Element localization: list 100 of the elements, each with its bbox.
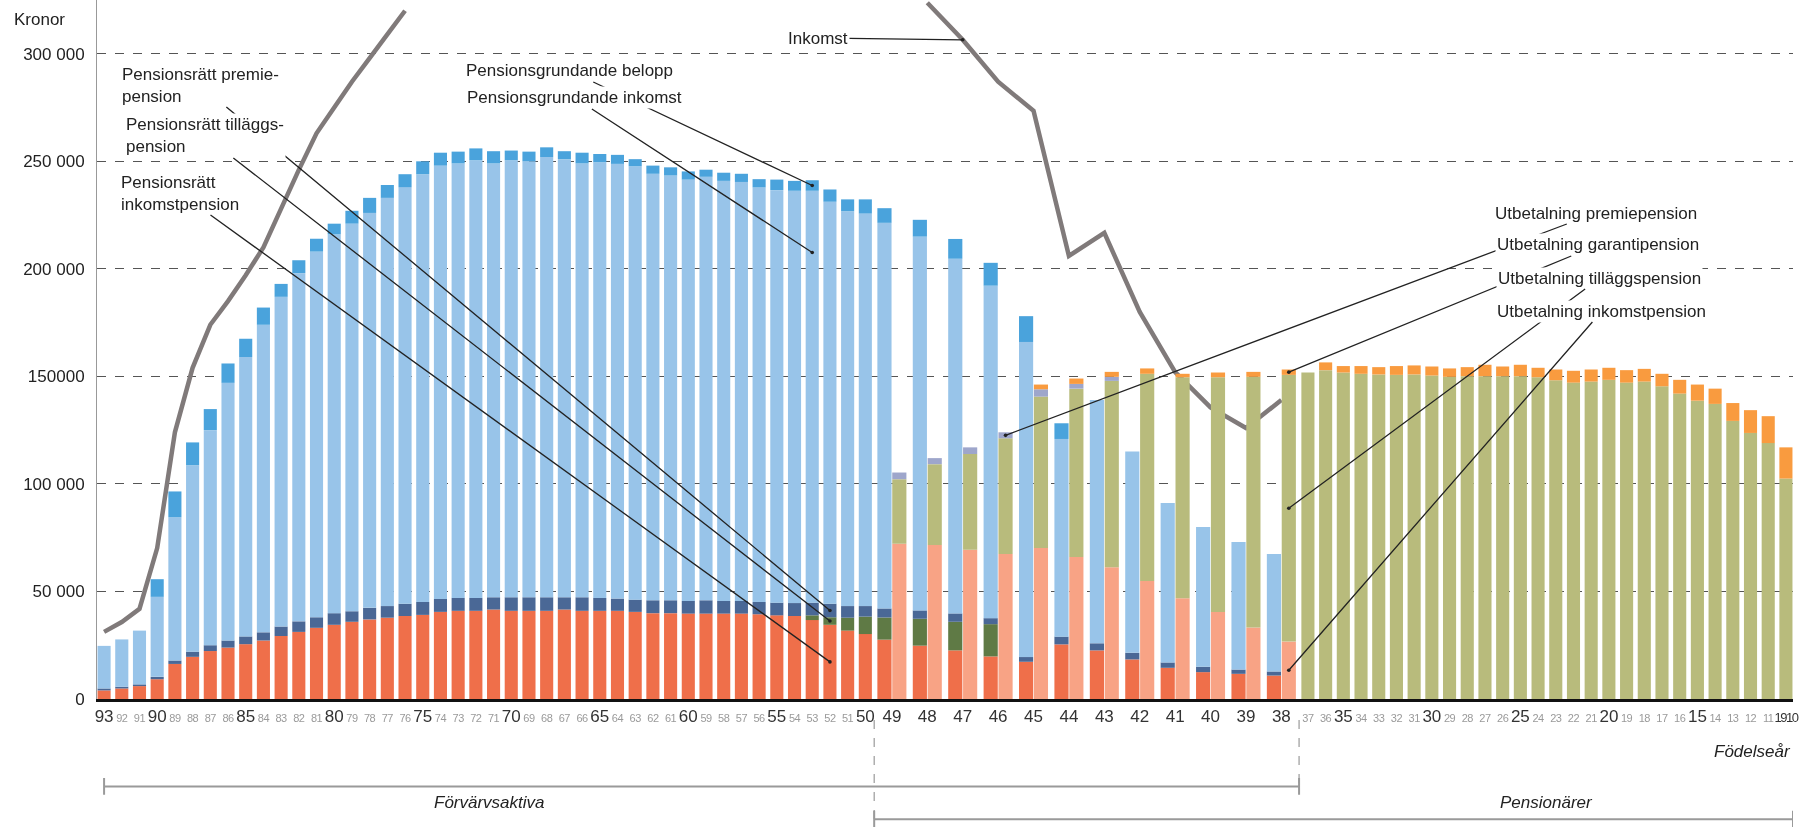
x-tick-label: 40	[1201, 706, 1221, 726]
x-tick-label: 48	[917, 706, 937, 726]
x-tick-label: 47	[953, 706, 973, 726]
x-tick-label: 66	[576, 711, 589, 724]
x-tick-label: 52	[824, 711, 836, 724]
y-tick-label: 0	[75, 689, 85, 709]
x-tick-label: 49	[882, 706, 902, 726]
x-tick-label: 26	[1497, 711, 1509, 724]
x-tick-label: 32	[1390, 711, 1403, 724]
y-tick-label: 300 000	[23, 44, 85, 64]
x-tick-label: 14	[1709, 711, 1722, 724]
x-tick-label: 19	[1620, 711, 1633, 724]
x-tick-label: 73	[452, 711, 465, 724]
x-tick-label: 35	[1333, 706, 1353, 726]
text: Utbetalning garantipension	[1497, 235, 1700, 254]
x-tick-label: 82	[293, 711, 305, 724]
x-tick-label: 33	[1373, 711, 1385, 724]
x-tick-label: 87	[204, 711, 217, 724]
x-tick-label: 12	[1744, 711, 1757, 724]
x-tick-label: 44	[1059, 706, 1079, 726]
text: Pensionsrätt tilläggs- pension	[126, 115, 284, 157]
x-tick-label: 21	[1585, 711, 1598, 724]
x-tick-label: 86	[222, 711, 234, 724]
x-tick-label: 1910	[1774, 709, 1799, 725]
x-tick-label: 51	[842, 711, 854, 724]
x-tick-label: 45	[1024, 706, 1043, 726]
x-tick-label: 90	[147, 706, 167, 726]
x-tick-label: 36	[1320, 711, 1332, 724]
y-tick-label: 200 000	[23, 259, 85, 279]
x-tick-label: 30	[1422, 706, 1442, 726]
x-tick-label: 57	[735, 711, 748, 724]
x-tick-label: 75	[413, 706, 433, 726]
x-tick-label: 88	[186, 711, 199, 724]
x-tick-label: 85	[236, 706, 256, 726]
text: Pensionsrätt inkomstpension	[121, 173, 240, 215]
x-tick-label: 18	[1638, 711, 1651, 724]
x-tick-label: 56	[753, 711, 766, 724]
x-tick-label: 76	[399, 711, 412, 724]
x-tick-label: 78	[364, 711, 376, 724]
text: Pensionärer	[1500, 793, 1593, 812]
x-tick-label: 70	[501, 706, 521, 726]
x-tick-label: 77	[381, 711, 394, 724]
text: Utbetalning inkomstpension	[1497, 302, 1706, 321]
x-tick-label: 59	[700, 711, 712, 724]
x-tick-label: 72	[470, 711, 482, 724]
x-tick-label: 55	[767, 706, 787, 726]
x-tick-label: 28	[1461, 711, 1474, 724]
x-tick-label: 23	[1550, 711, 1562, 724]
x-tick-label: 68	[541, 711, 553, 724]
x-tick-label: 63	[629, 711, 642, 724]
y-tick-label: 50 000	[32, 582, 85, 602]
x-tick-label: 54	[788, 711, 801, 724]
x-tick-label: 60	[678, 706, 698, 726]
x-tick-label: 31	[1408, 711, 1421, 724]
x-tick-label: 41	[1165, 706, 1185, 726]
x-tick-label: 62	[647, 711, 659, 724]
x-tick-label: 81	[310, 711, 323, 724]
y-axis-title: Kronor	[14, 10, 66, 29]
x-tick-label: 64	[611, 711, 624, 724]
x-tick-label: 24	[1532, 711, 1545, 724]
x-tick-label: 50	[855, 706, 875, 726]
text: Pensionsrätt premie- pension	[122, 65, 279, 107]
x-tick-label: 83	[275, 711, 288, 724]
x-tick-label: 42	[1130, 706, 1150, 726]
text: Förvärvsaktiva	[434, 793, 545, 812]
x-tick-label: 69	[523, 711, 535, 724]
x-tick-label: 58	[718, 711, 730, 724]
x-tick-label: 43	[1094, 706, 1114, 726]
x-tick-label: 89	[169, 711, 181, 724]
x-tick-label: 20	[1599, 706, 1619, 726]
y-tick-label: 150000	[27, 367, 85, 387]
x-tick-label: 53	[806, 711, 819, 724]
y-tick-label: 250 000	[23, 152, 85, 172]
x-tick-label: 39	[1236, 706, 1256, 726]
x-tick-label: 74	[434, 711, 447, 724]
x-tick-label: 71	[487, 711, 500, 724]
x-tick-label: 93	[94, 706, 114, 726]
text: Pensionsgrundande belopp	[466, 61, 674, 80]
x-tick-label: 79	[346, 711, 358, 724]
text: Pensionsgrundande inkomst	[467, 88, 682, 107]
x-tick-label: 38	[1271, 706, 1291, 726]
x-tick-label: 65	[590, 706, 610, 726]
x-tick-label: 61	[664, 711, 677, 724]
x-tick-label: 22	[1567, 711, 1580, 724]
x-tick-label: 84	[257, 711, 270, 724]
text: Utbetalning premiepension	[1495, 204, 1698, 223]
x-tick-label: 92	[116, 711, 128, 724]
y-tick-label: 100 000	[23, 474, 85, 494]
text: Inkomst	[788, 29, 848, 48]
x-tick-label: 17	[1656, 711, 1668, 724]
x-tick-label: 91	[133, 711, 146, 724]
x-tick-label: 29	[1443, 711, 1456, 724]
x-tick-label: 80	[324, 706, 344, 726]
x-tick-label: 25	[1510, 706, 1530, 726]
x-tick-label: 13	[1727, 711, 1739, 724]
x-axis-title: Födelseår	[1714, 742, 1791, 761]
x-tick-label: 67	[558, 711, 571, 724]
text: Utbetalning tilläggspension	[1498, 269, 1702, 288]
x-tick-label: 46	[988, 706, 1008, 726]
x-tick-label: 15	[1687, 706, 1707, 726]
